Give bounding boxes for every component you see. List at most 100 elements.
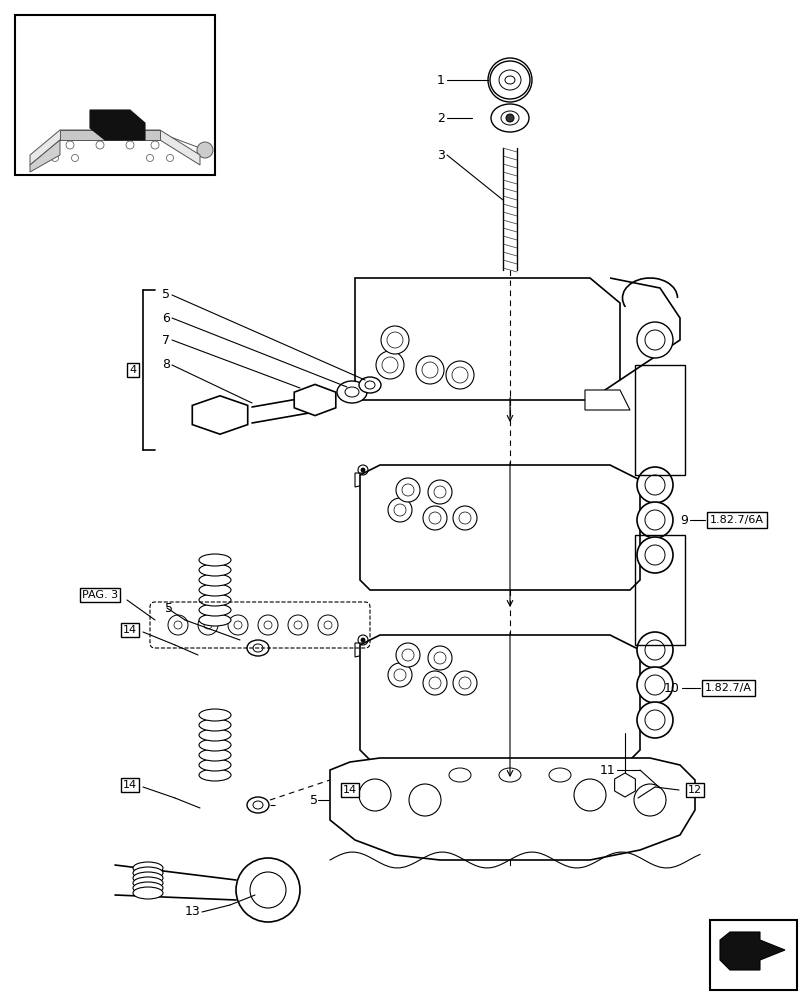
Ellipse shape [199, 604, 230, 616]
Circle shape [636, 702, 672, 738]
Ellipse shape [199, 554, 230, 566]
Text: 14: 14 [122, 780, 137, 790]
Circle shape [636, 322, 672, 358]
Circle shape [427, 480, 452, 504]
Circle shape [423, 671, 446, 695]
Circle shape [636, 537, 672, 573]
Ellipse shape [199, 614, 230, 626]
Ellipse shape [199, 759, 230, 771]
Circle shape [388, 498, 411, 522]
Text: 9: 9 [680, 514, 687, 526]
Circle shape [375, 351, 404, 379]
Polygon shape [354, 473, 371, 487]
Polygon shape [60, 130, 160, 140]
Circle shape [453, 506, 476, 530]
Ellipse shape [247, 797, 268, 813]
Polygon shape [719, 932, 784, 970]
Ellipse shape [133, 877, 163, 889]
Ellipse shape [133, 862, 163, 874]
Polygon shape [584, 390, 629, 410]
Ellipse shape [491, 104, 528, 132]
Circle shape [636, 502, 672, 538]
Circle shape [409, 784, 440, 816]
Ellipse shape [199, 574, 230, 586]
Text: 4: 4 [129, 365, 136, 375]
Text: 12: 12 [687, 785, 702, 795]
Circle shape [396, 478, 419, 502]
Bar [15, 15, 215, 175]
Ellipse shape [133, 887, 163, 899]
Text: 13: 13 [184, 905, 200, 918]
Circle shape [197, 142, 212, 158]
Circle shape [427, 646, 452, 670]
Text: 14: 14 [342, 785, 357, 795]
Text: 6: 6 [162, 312, 169, 324]
Polygon shape [192, 396, 247, 434]
Bar [709, 920, 796, 990]
Text: 11: 11 [599, 764, 614, 776]
Ellipse shape [199, 709, 230, 721]
Circle shape [487, 58, 531, 102]
Text: 1: 1 [436, 74, 444, 87]
Ellipse shape [133, 867, 163, 879]
Circle shape [361, 638, 365, 642]
Ellipse shape [499, 70, 521, 90]
Ellipse shape [199, 739, 230, 751]
Text: 5: 5 [310, 793, 318, 806]
Circle shape [453, 671, 476, 695]
Ellipse shape [133, 872, 163, 884]
Polygon shape [359, 465, 639, 590]
Circle shape [497, 68, 521, 92]
Circle shape [380, 326, 409, 354]
Circle shape [358, 779, 391, 811]
Text: 2: 2 [436, 112, 444, 125]
Text: 1.82.7/6A: 1.82.7/6A [709, 515, 763, 525]
Circle shape [633, 784, 665, 816]
Text: 3: 3 [436, 149, 444, 162]
Ellipse shape [199, 749, 230, 761]
Polygon shape [359, 635, 639, 760]
Bar [634, 535, 684, 645]
Ellipse shape [489, 61, 530, 99]
Text: 5: 5 [162, 288, 169, 302]
Ellipse shape [199, 769, 230, 781]
Circle shape [573, 779, 605, 811]
Bar [634, 365, 684, 475]
Polygon shape [614, 773, 635, 797]
Circle shape [236, 858, 299, 922]
Polygon shape [90, 110, 145, 140]
Ellipse shape [337, 381, 367, 403]
Circle shape [415, 356, 444, 384]
Circle shape [396, 643, 419, 667]
Ellipse shape [504, 76, 514, 84]
Polygon shape [294, 384, 336, 416]
Circle shape [636, 667, 672, 703]
Ellipse shape [199, 584, 230, 596]
Circle shape [445, 361, 474, 389]
Ellipse shape [199, 729, 230, 741]
Circle shape [636, 632, 672, 668]
Ellipse shape [500, 111, 518, 125]
Ellipse shape [133, 882, 163, 894]
Polygon shape [354, 643, 371, 657]
Text: PAG. 3: PAG. 3 [82, 590, 118, 600]
Polygon shape [400, 748, 599, 758]
Ellipse shape [358, 377, 380, 393]
Text: 14: 14 [122, 625, 137, 635]
Circle shape [388, 663, 411, 687]
Text: 7: 7 [162, 334, 169, 347]
Ellipse shape [247, 640, 268, 656]
Circle shape [423, 506, 446, 530]
Text: 10: 10 [663, 682, 679, 694]
Polygon shape [30, 140, 60, 172]
Polygon shape [354, 278, 620, 400]
Ellipse shape [199, 564, 230, 576]
Circle shape [361, 468, 365, 472]
Circle shape [505, 114, 513, 122]
Text: 5: 5 [165, 601, 173, 614]
Ellipse shape [199, 594, 230, 606]
Text: 1.82.7/A: 1.82.7/A [704, 683, 751, 693]
Circle shape [636, 467, 672, 503]
Text: 8: 8 [162, 359, 169, 371]
Polygon shape [329, 758, 694, 860]
